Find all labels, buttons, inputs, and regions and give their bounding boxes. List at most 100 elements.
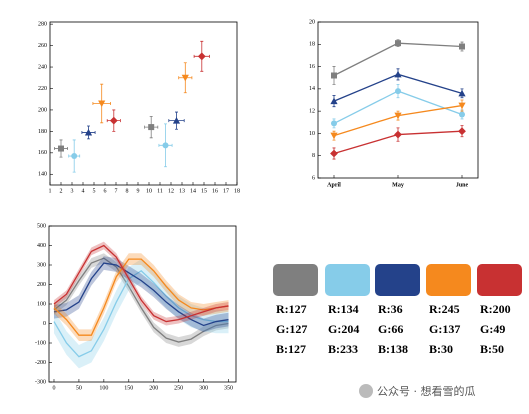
marker	[330, 97, 338, 105]
y-tick-label: 240	[38, 64, 47, 70]
y-tick-label: 200	[38, 107, 47, 113]
x-tick-label: 300	[199, 385, 208, 391]
y-tick-label: 0	[43, 321, 46, 327]
x-tick-label: 12	[168, 188, 174, 194]
marker	[162, 142, 169, 149]
error-band	[53, 253, 229, 342]
rgb-label: R:200	[480, 302, 511, 316]
x-tick-label: 14	[190, 188, 196, 194]
marker	[394, 70, 402, 78]
plot-frame	[49, 21, 238, 186]
marker	[98, 100, 106, 108]
rgb-label: B:50	[480, 342, 504, 356]
rgb-label: B:138	[378, 342, 408, 356]
y-tick-label: 280	[38, 22, 47, 28]
y-tick-label: 500	[37, 223, 46, 229]
marker	[458, 127, 466, 136]
x-tick-label: May	[392, 182, 404, 188]
y-tick-label: 400	[37, 243, 46, 249]
marker	[172, 117, 181, 124]
y-tick-label: 14	[309, 86, 315, 92]
x-tick-label: 9	[137, 188, 140, 194]
y-tick-label: 8	[312, 153, 315, 159]
marker	[394, 112, 402, 120]
x-tick-label: 350	[224, 385, 233, 391]
rgb-label: G:137	[429, 322, 460, 336]
x-tick-label: 250	[174, 385, 183, 391]
y-tick-label: 160	[38, 150, 47, 156]
rgb-label: R:134	[328, 302, 359, 316]
marker	[148, 124, 155, 131]
series-line	[53, 258, 229, 336]
x-tick-label: 8	[126, 188, 129, 194]
y-tick-label: 300	[37, 262, 46, 268]
marker	[394, 130, 402, 139]
y-tick-label: 12	[309, 109, 315, 115]
x-tick-label: 17	[223, 188, 229, 194]
series-line	[53, 244, 229, 323]
x-tick-label: 1	[49, 188, 52, 194]
marker	[71, 153, 78, 160]
x-tick-label: 4	[82, 188, 85, 194]
y-tick-label: -100	[35, 340, 46, 346]
x-tick-label: 50	[76, 385, 82, 391]
marker	[458, 89, 466, 97]
x-tick-label: 0	[52, 385, 55, 391]
marker	[109, 116, 118, 125]
x-tick-label: 200	[149, 385, 158, 391]
marker	[331, 72, 337, 79]
y-tick-label: -300	[35, 379, 46, 385]
x-tick-label: June	[456, 182, 469, 188]
y-tick-label: 18	[309, 42, 315, 48]
y-tick-label: 180	[38, 129, 47, 135]
x-tick-label: 7	[115, 188, 118, 194]
rgb-label: B:233	[328, 342, 358, 356]
series-line	[53, 262, 229, 327]
x-tick-label: 5	[93, 188, 96, 194]
y-tick-label: 200	[37, 282, 46, 288]
y-tick-label: 260	[38, 43, 47, 49]
rgb-label: G:127	[276, 322, 307, 336]
y-tick-label: -200	[35, 360, 46, 366]
series-line	[53, 257, 229, 343]
rgb-label: R:36	[378, 302, 403, 316]
rgb-label: R:245	[429, 302, 460, 316]
swatch	[426, 264, 471, 296]
marker	[458, 102, 466, 110]
error-band	[53, 256, 229, 333]
y-tick-label: 220	[38, 86, 47, 92]
marker	[58, 145, 64, 152]
x-tick-label: 11	[157, 188, 163, 194]
marker	[395, 88, 401, 95]
rgb-label: G:66	[378, 322, 403, 336]
rgb-label: B:30	[429, 342, 453, 356]
rgb-label: B:127	[276, 342, 306, 356]
watermark-icon	[359, 384, 373, 398]
x-tick-label: 13	[179, 188, 185, 194]
x-tick-label: 15	[201, 188, 207, 194]
marker	[395, 40, 401, 47]
y-tick-label: 6	[312, 175, 315, 181]
swatch	[325, 264, 370, 296]
y-tick-label: 10	[309, 131, 315, 137]
y-tick-label: 16	[309, 64, 315, 70]
x-tick-label: April	[327, 182, 341, 188]
marker	[330, 149, 338, 158]
rgb-label: G:204	[328, 322, 359, 336]
x-tick-label: 2	[60, 188, 63, 194]
marker	[459, 111, 465, 118]
x-tick-label: 10	[146, 188, 152, 194]
x-tick-label: 3	[71, 188, 74, 194]
y-tick-label: 100	[37, 301, 46, 307]
watermark: 公众号 · 想看雪的瓜	[377, 384, 476, 398]
marker	[181, 74, 189, 82]
rgb-label: R:127	[276, 302, 307, 316]
marker	[197, 52, 206, 61]
x-tick-label: 150	[124, 385, 133, 391]
x-tick-label: 16	[212, 188, 218, 194]
swatch	[273, 264, 318, 296]
x-tick-label: 100	[99, 385, 108, 391]
x-tick-label: 18	[234, 188, 240, 194]
